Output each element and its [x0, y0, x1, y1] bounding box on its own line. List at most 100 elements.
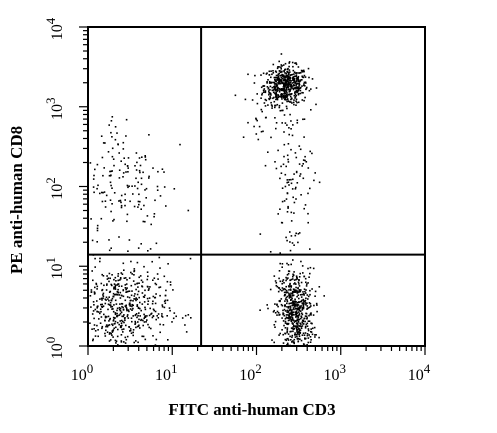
data-point — [285, 198, 288, 200]
data-point — [141, 292, 144, 294]
data-point — [133, 205, 136, 208]
data-point — [310, 312, 312, 314]
data-point — [307, 337, 310, 339]
y-tick-label: 100 — [43, 337, 66, 360]
data-point — [136, 261, 139, 264]
data-point — [288, 270, 291, 273]
data-point — [280, 303, 283, 306]
data-point — [274, 280, 277, 282]
data-point — [286, 192, 289, 194]
data-point — [284, 62, 287, 65]
data-point — [302, 291, 304, 293]
data-point — [138, 169, 141, 172]
data-point — [125, 338, 128, 341]
data-point — [100, 282, 103, 285]
data-point — [280, 64, 283, 66]
data-point — [301, 265, 304, 267]
data-point — [285, 86, 288, 89]
data-point — [305, 82, 307, 84]
data-point — [155, 242, 158, 245]
y-tick-label: 102 — [43, 177, 66, 200]
data-point — [295, 90, 298, 92]
data-point — [107, 315, 110, 318]
data-point — [119, 291, 122, 294]
data-point — [272, 63, 275, 66]
data-point — [282, 279, 285, 281]
data-point — [286, 342, 289, 345]
data-point — [287, 319, 290, 322]
data-point — [287, 100, 290, 102]
data-point — [277, 75, 280, 78]
data-point — [285, 74, 287, 77]
data-point — [313, 179, 315, 182]
data-point — [112, 319, 115, 321]
data-point — [308, 302, 311, 304]
data-point — [287, 333, 290, 335]
data-point — [271, 105, 273, 107]
data-point — [122, 176, 124, 178]
data-point — [291, 290, 294, 293]
data-point — [300, 289, 302, 291]
data-point — [268, 80, 271, 83]
data-point — [304, 96, 306, 99]
data-point — [288, 61, 291, 63]
data-point — [275, 284, 278, 287]
data-point — [309, 303, 312, 305]
data-point — [146, 315, 148, 317]
data-point — [113, 192, 116, 194]
data-point — [305, 303, 307, 306]
data-point — [159, 323, 161, 326]
data-point — [274, 88, 277, 91]
data-point — [291, 278, 294, 280]
data-point — [285, 291, 288, 294]
data-point — [108, 124, 110, 126]
data-point — [295, 186, 297, 189]
data-point — [286, 77, 289, 79]
data-point — [137, 290, 140, 293]
data-point — [291, 304, 294, 307]
data-point — [299, 329, 302, 331]
data-point — [255, 118, 258, 121]
data-point — [296, 277, 298, 279]
data-point — [126, 314, 129, 316]
data-point — [150, 327, 152, 330]
data-point — [293, 99, 295, 101]
data-point — [275, 95, 278, 97]
data-point — [121, 305, 123, 308]
data-point — [286, 299, 288, 301]
data-point — [119, 303, 121, 305]
data-point — [291, 316, 294, 319]
data-point — [139, 315, 141, 317]
data-point — [285, 72, 287, 75]
data-point — [273, 96, 275, 99]
data-point — [136, 282, 138, 285]
data-point — [282, 288, 285, 291]
data-point — [114, 312, 117, 314]
data-point — [295, 278, 297, 281]
data-point — [306, 294, 309, 296]
data-point — [172, 317, 175, 320]
data-point — [291, 77, 294, 80]
data-point — [291, 86, 293, 88]
data-point — [284, 327, 287, 329]
data-point — [111, 323, 113, 325]
data-point — [307, 307, 310, 309]
data-point — [280, 93, 283, 95]
data-point — [297, 340, 300, 342]
data-point — [295, 104, 297, 106]
data-point — [111, 284, 113, 287]
data-point — [112, 310, 115, 313]
data-point — [285, 279, 287, 282]
data-point — [118, 306, 121, 309]
data-point — [294, 336, 297, 338]
data-point — [308, 334, 310, 336]
data-point — [138, 157, 141, 159]
data-point — [149, 248, 152, 250]
data-point — [148, 134, 150, 136]
data-point — [115, 280, 117, 282]
data-point — [282, 79, 285, 82]
data-point — [295, 283, 297, 285]
data-point — [291, 315, 293, 317]
data-point — [292, 259, 294, 261]
data-point — [146, 319, 148, 321]
